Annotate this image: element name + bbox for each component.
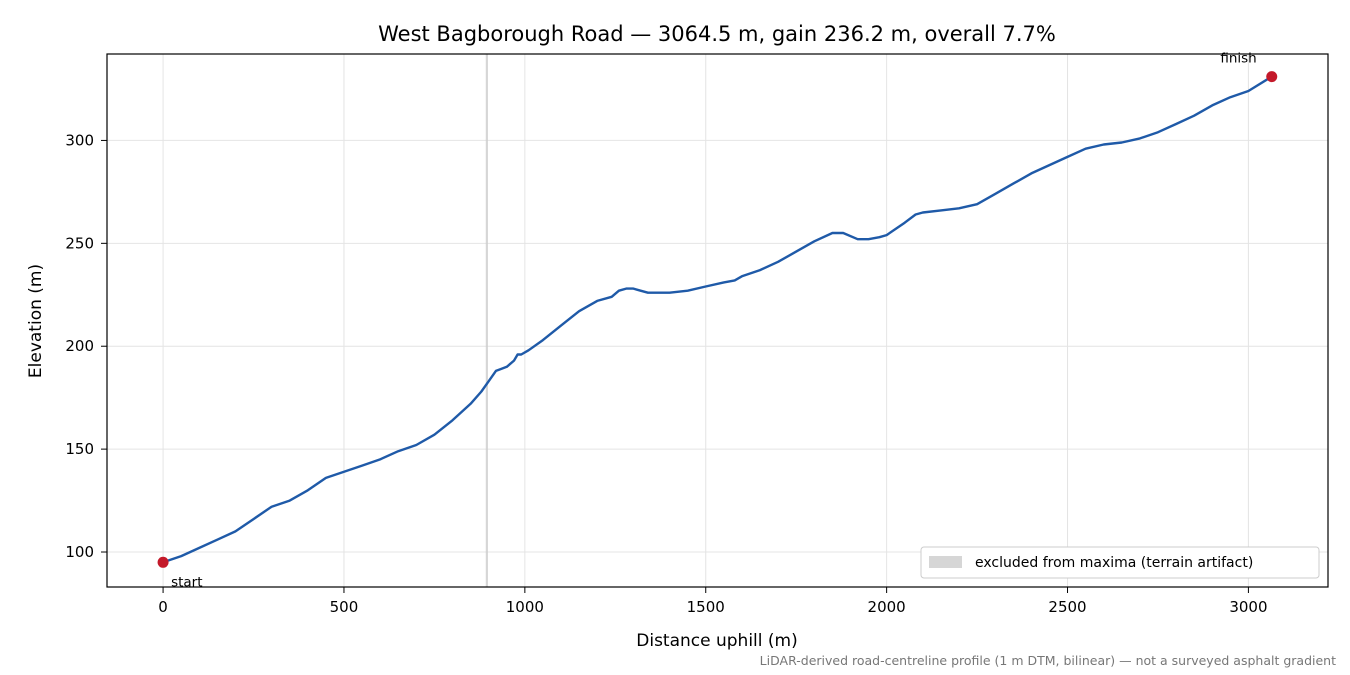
excluded-region-band: [485, 54, 488, 587]
elevation-profile-line: [161, 75, 1273, 564]
finish-marker: [1266, 71, 1278, 83]
y-axis-ticks: 100 150 200 250 300: [65, 131, 107, 561]
start-label: start: [171, 574, 202, 590]
grid: [107, 54, 1328, 587]
y-tick-label: 150: [65, 440, 94, 458]
x-tick-label: 2000: [868, 598, 906, 616]
y-tick-label: 200: [65, 337, 94, 355]
markers: start finish: [157, 51, 1278, 590]
finish-label: finish: [1220, 51, 1256, 67]
legend-label: excluded from maxima (terrain artifact): [975, 555, 1253, 571]
footer-note: LiDAR-derived road-centreline profile (1…: [760, 653, 1336, 668]
legend: excluded from maxima (terrain artifact): [920, 546, 1320, 579]
plot-frame: [106, 53, 1329, 588]
x-tick-label: 0: [158, 598, 168, 616]
x-tick-label: 3000: [1229, 598, 1267, 616]
chart-title: West Bagborough Road — 3064.5 m, gain 23…: [378, 22, 1056, 46]
x-axis-ticks: 0 500 1000 1500 2000 2500 3000: [158, 587, 1268, 616]
y-tick-label: 250: [65, 234, 94, 252]
start-marker: [157, 556, 169, 568]
x-tick-label: 1500: [687, 598, 725, 616]
x-tick-label: 500: [330, 598, 359, 616]
y-axis-label: Elevation (m): [26, 264, 46, 378]
x-tick-label: 1000: [506, 598, 544, 616]
plot-area: [107, 54, 1328, 587]
y-tick-label: 300: [65, 131, 94, 149]
x-axis-label: Distance uphill (m): [636, 631, 797, 651]
legend-box: [920, 546, 1320, 579]
legend-swatch: [929, 556, 962, 568]
y-tick-label: 100: [65, 543, 94, 561]
x-tick-label: 2500: [1048, 598, 1086, 616]
